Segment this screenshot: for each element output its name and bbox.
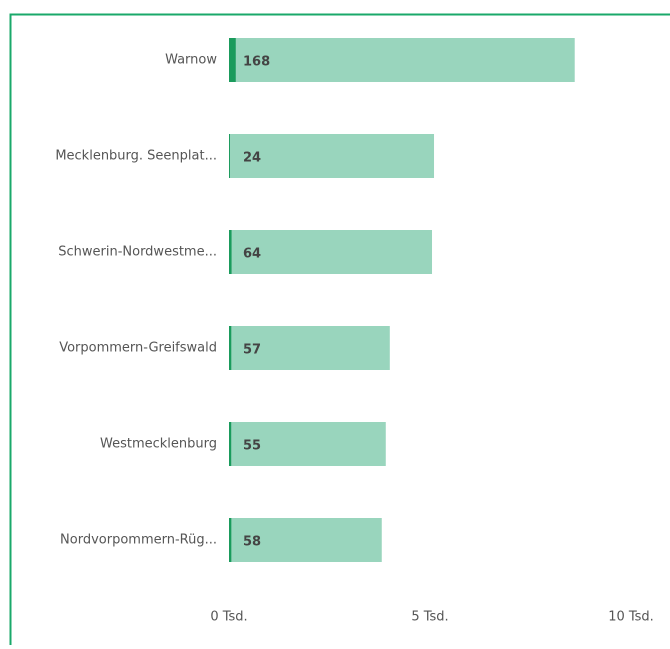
y-tick-label: Vorpommern-Greifswald <box>59 341 217 356</box>
y-tick-label: Nordvorpommern-Rüg... <box>60 533 217 548</box>
bar <box>229 38 236 82</box>
x-tick-label: 5 Tsd. <box>411 610 448 625</box>
bar <box>229 38 575 82</box>
y-tick-label: Warnow <box>165 53 217 68</box>
x-tick-label: 10 Tsd. <box>608 610 654 625</box>
data-label: 58 <box>243 535 261 550</box>
data-label: 55 <box>243 439 261 454</box>
data-label: 57 <box>243 343 261 358</box>
y-tick-label: Schwerin-Nordwestme... <box>58 245 217 260</box>
x-tick-label: 0 Tsd. <box>210 610 247 625</box>
data-label: 64 <box>243 247 261 262</box>
data-label: 24 <box>243 151 261 166</box>
bar <box>229 134 230 178</box>
data-label: 168 <box>243 55 270 70</box>
bar <box>229 230 232 274</box>
bar <box>229 326 231 370</box>
y-tick-label: Westmecklenburg <box>100 437 217 452</box>
bar <box>229 422 231 466</box>
bar <box>229 518 231 562</box>
y-tick-label: Mecklenburg. Seenplat... <box>55 149 217 164</box>
